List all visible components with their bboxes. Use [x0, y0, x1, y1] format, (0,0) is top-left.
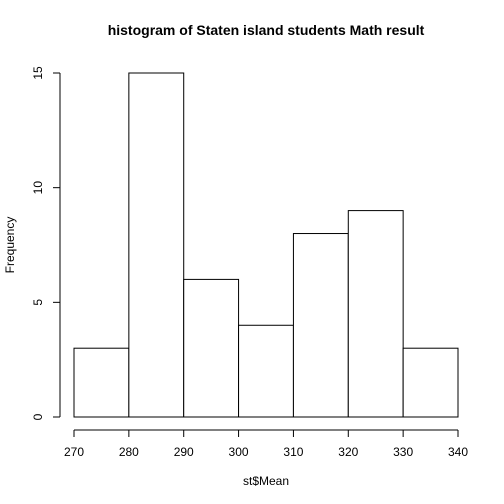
y-tick-label-0: 0	[31, 413, 45, 420]
x-axis: 270 280 290 300 310 320 330 340	[64, 429, 468, 459]
x-tick-label-330: 330	[393, 445, 413, 459]
histogram-bar-330-340	[402, 347, 459, 418]
chart-title: histogram of Staten island students Math…	[108, 22, 425, 38]
y-tick-label-10: 10	[31, 181, 45, 195]
histogram-bar-270-280	[73, 347, 130, 418]
x-tick-label-270: 270	[64, 445, 84, 459]
histogram-bar-290-300	[183, 278, 240, 418]
y-axis: 0 5 10 15	[31, 66, 61, 420]
y-tick-label-15: 15	[31, 66, 45, 80]
y-tick-label-5: 5	[31, 299, 45, 306]
histogram-bar-320-330	[347, 210, 404, 418]
x-tick-label-290: 290	[174, 445, 194, 459]
x-tick-label-320: 320	[338, 445, 358, 459]
x-axis-label: st$Mean	[243, 474, 289, 488]
y-axis-label: Frequency	[3, 217, 17, 274]
x-tick-label-340: 340	[448, 445, 468, 459]
histogram-bar-300-310	[238, 324, 294, 418]
histogram-bar-280-290	[128, 72, 185, 418]
x-tick-label-300: 300	[229, 445, 249, 459]
x-tick-label-280: 280	[119, 445, 139, 459]
histogram-bar-310-320	[292, 233, 349, 418]
x-tick-label-310: 310	[283, 445, 303, 459]
bars-group	[73, 72, 459, 418]
